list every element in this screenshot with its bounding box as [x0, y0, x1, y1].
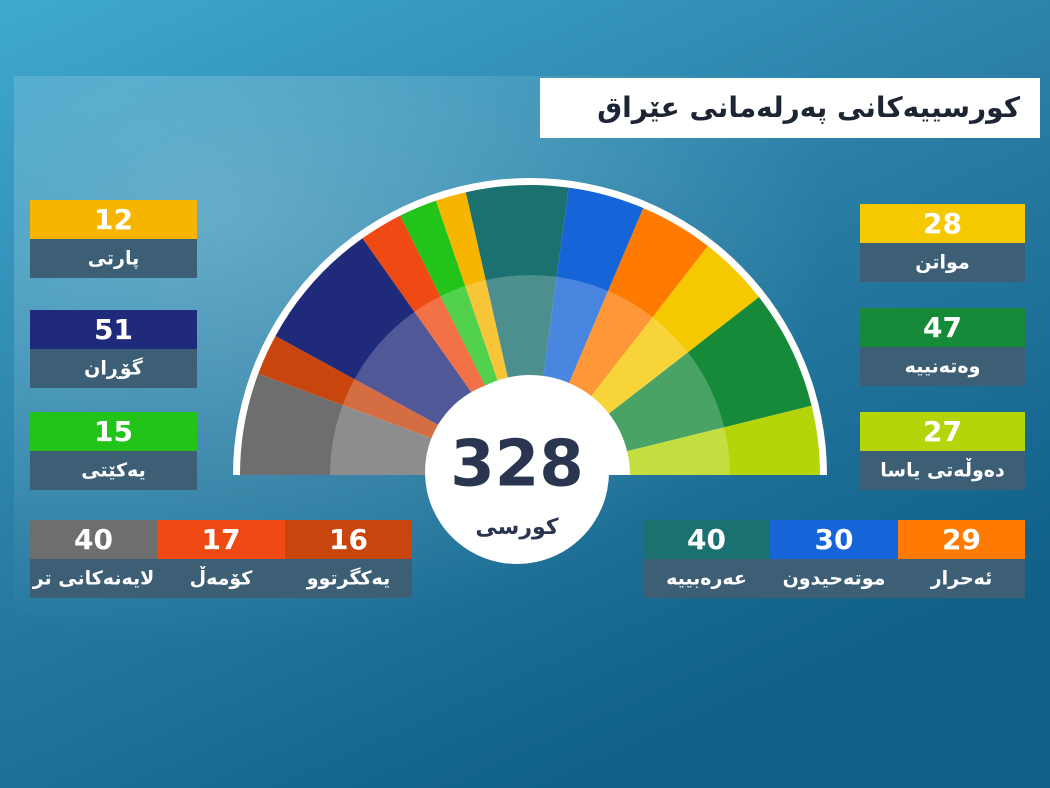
- seat-segment: [543, 187, 644, 383]
- seat-segment: [400, 200, 498, 386]
- party-name: موتەحیدون: [783, 568, 886, 590]
- party-name-box: [860, 451, 1025, 490]
- total-seats: 328: [450, 428, 584, 502]
- party-name: گۆڕان: [84, 357, 144, 380]
- center-circle: [425, 380, 609, 564]
- party-color-box: [860, 204, 1025, 243]
- party-seats: 29: [942, 523, 981, 556]
- party-name-box: [860, 243, 1025, 282]
- party-name: مواتن: [915, 252, 969, 274]
- seat-segment: [608, 297, 812, 452]
- party-color-box: [860, 308, 1025, 347]
- party-name: یەکگرتوو: [306, 567, 390, 590]
- party-name: یەکێتی: [81, 460, 145, 482]
- party-name-box: [30, 349, 197, 388]
- party-name-box: [30, 239, 197, 278]
- party-seats: 51: [94, 313, 133, 346]
- party-color-box: [285, 520, 412, 559]
- party-name: لایەنەکانی تر: [32, 568, 155, 590]
- party-name-box: [770, 559, 898, 598]
- party-boxes: 40 لایەنەکانی تر 16 یەکگرتوو 51 گۆڕان 17 کۆمەڵ 1…: [30, 200, 1025, 598]
- seat-segment: [240, 373, 437, 475]
- party-color-box: [860, 412, 1025, 451]
- party-seats: 30: [815, 523, 854, 556]
- party-seats: 12: [94, 203, 133, 236]
- party-color-box: [157, 520, 285, 559]
- party-name: پارتی: [88, 248, 140, 270]
- party-color-box: [898, 520, 1025, 559]
- party-seats: 16: [329, 523, 368, 556]
- party-seats: 27: [923, 415, 962, 448]
- party-name: دەوڵەتی یاسا: [880, 458, 1005, 482]
- party-color-box: [30, 412, 197, 451]
- party-seats: 17: [202, 523, 241, 556]
- party-name-box: [860, 347, 1025, 386]
- seat-segment: [275, 238, 473, 428]
- party-color-box: [30, 200, 197, 239]
- seat-arc: [233, 178, 827, 475]
- party-color-box: [770, 520, 898, 559]
- inner-shade: [330, 275, 730, 475]
- party-name-box: [30, 559, 157, 598]
- party-seats: 28: [923, 207, 962, 240]
- party-name-box: [285, 559, 412, 598]
- party-name-box: [898, 559, 1025, 598]
- party-seats: 47: [923, 311, 962, 344]
- seat-segment: [258, 336, 443, 441]
- party-seats: 40: [74, 523, 113, 556]
- party-color-box: [643, 520, 770, 559]
- seat-segment: [465, 185, 569, 378]
- party-name: وەتەنییە: [905, 356, 981, 378]
- seat-segment: [627, 405, 820, 475]
- party-color-box: [30, 520, 157, 559]
- party-seats: 40: [687, 523, 726, 556]
- party-name-box: [157, 559, 285, 598]
- seat-segment: [362, 215, 486, 394]
- seat-segment: [569, 208, 708, 397]
- party-color-box: [30, 310, 197, 349]
- party-name: عەرەبییە: [666, 568, 747, 590]
- party-name: کۆمەڵ: [190, 567, 254, 590]
- total-label: کورسی: [475, 515, 558, 540]
- party-name-box: [643, 559, 770, 598]
- party-name: ئەحرار: [930, 568, 993, 590]
- seat-segment: [435, 192, 508, 381]
- chart-title: کورسییەکانی پەرلەمانی عێراق: [597, 91, 1021, 124]
- seat-segment: [591, 245, 760, 414]
- party-seats: 15: [94, 415, 133, 448]
- title-box: [540, 78, 1040, 138]
- party-name-box: [30, 451, 197, 490]
